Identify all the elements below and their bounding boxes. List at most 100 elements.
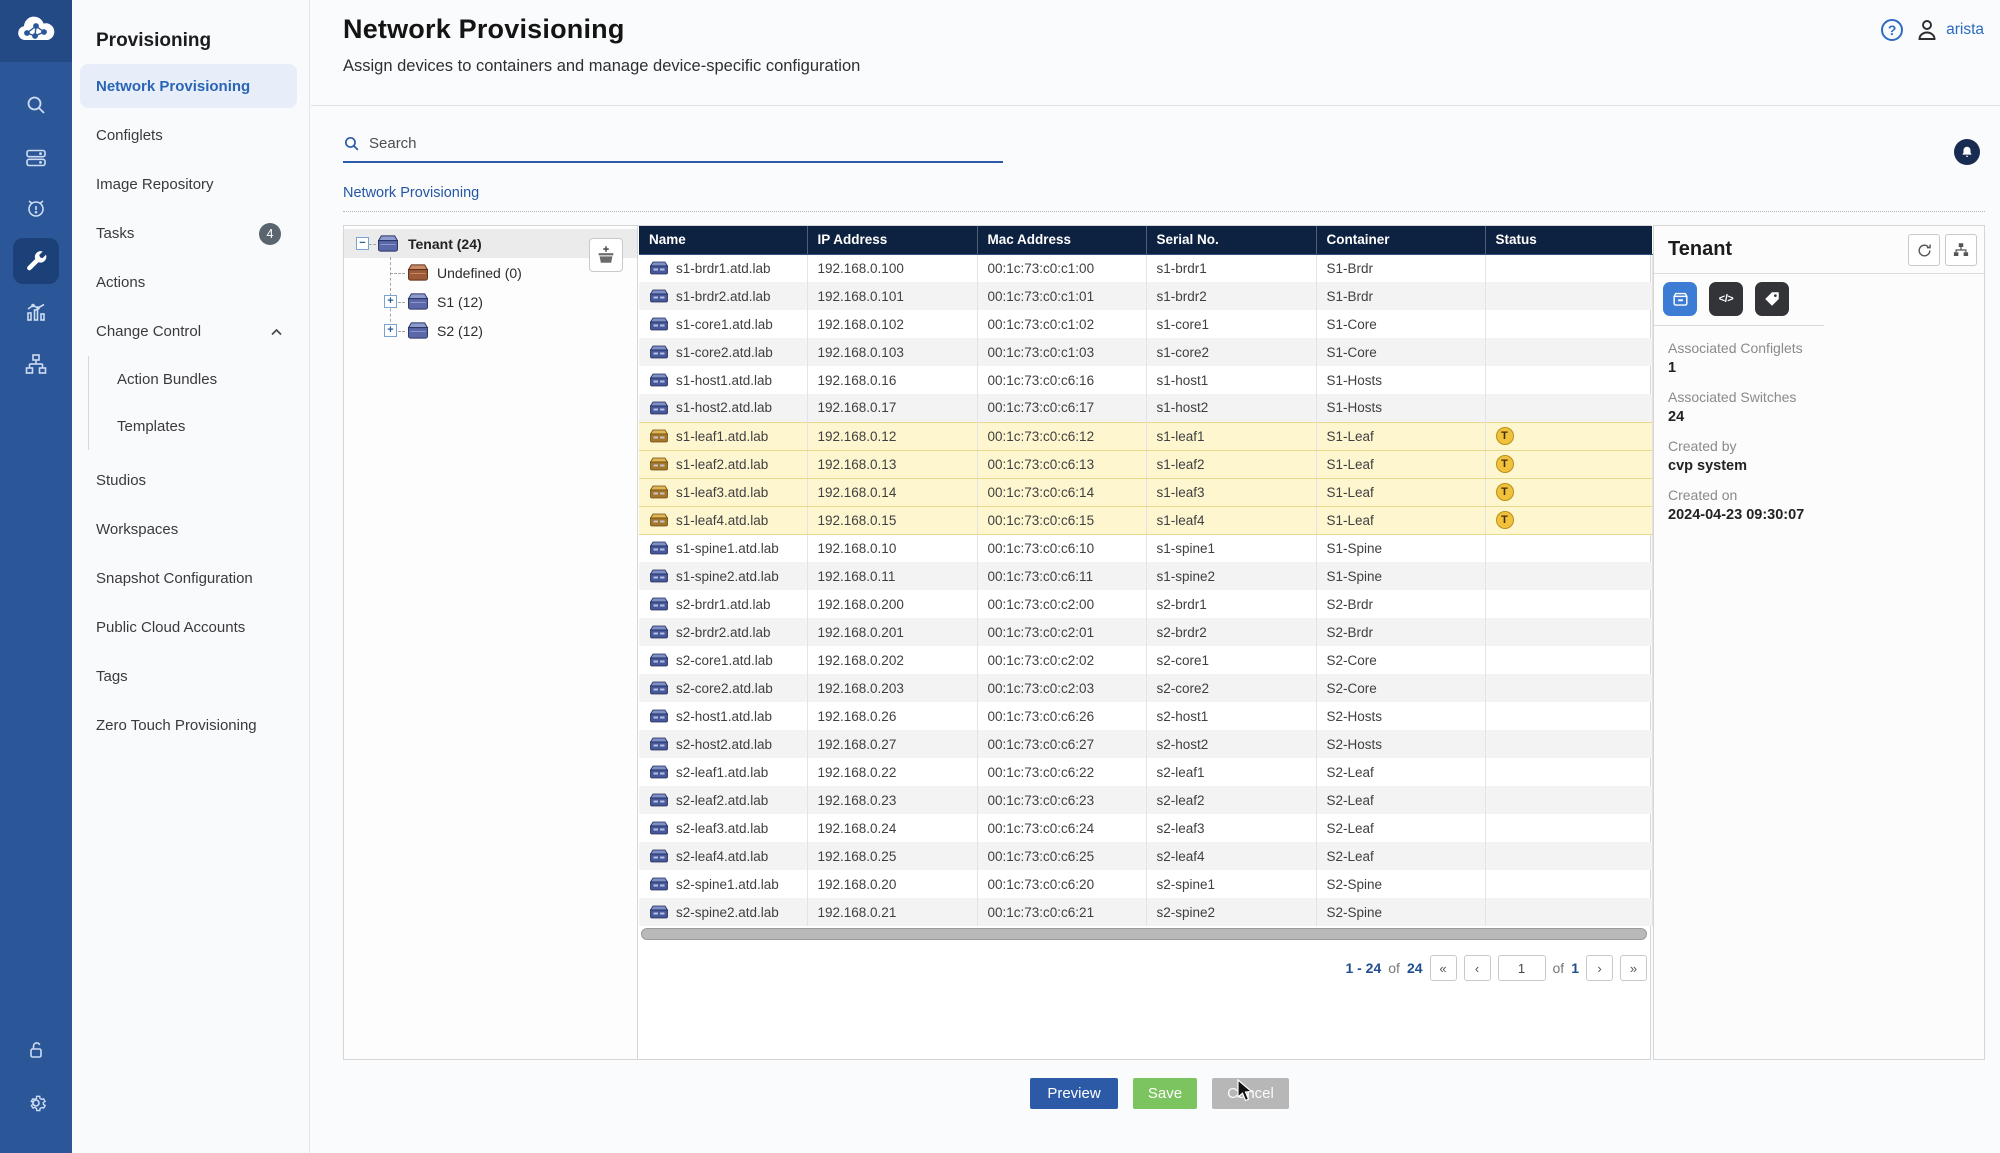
cancel-button[interactable]: Cancel xyxy=(1212,1078,1289,1109)
provisioning-main-panel: − Tenant (24) + Undefined (0) + xyxy=(343,225,1651,1060)
switch-device-icon xyxy=(649,429,669,443)
help-icon[interactable]: ? xyxy=(1881,19,1903,41)
device-row[interactable]: s2-brdr1.atd.lab 192.168.0.200 00:1c:73:… xyxy=(639,590,1652,618)
device-ip: 192.168.0.12 xyxy=(807,422,977,450)
device-table-pane: NameIP AddressMac AddressSerial No.Conta… xyxy=(639,226,1653,926)
lock-open-icon[interactable] xyxy=(21,1035,51,1065)
code-tab[interactable]: </> xyxy=(1709,282,1743,316)
topology-icon[interactable] xyxy=(21,349,51,379)
switch-device-icon xyxy=(649,877,669,891)
field-value: cvp system xyxy=(1668,458,1970,474)
device-row[interactable]: s1-leaf1.atd.lab 192.168.0.12 00:1c:73:c… xyxy=(639,422,1652,450)
device-row[interactable]: s1-leaf3.atd.lab 192.168.0.14 00:1c:73:c… xyxy=(639,478,1652,506)
horizontal-scrollbar[interactable] xyxy=(641,928,1647,940)
sidebar-item-network-provisioning[interactable]: Network Provisioning xyxy=(80,64,297,108)
next-page-button[interactable]: › xyxy=(1586,955,1613,981)
device-row[interactable]: s2-host2.atd.lab 192.168.0.27 00:1c:73:c… xyxy=(639,730,1652,758)
devices-icon[interactable] xyxy=(21,143,51,173)
device-name: s2-spine2.atd.lab xyxy=(676,905,779,920)
device-row[interactable]: s1-brdr1.atd.lab 192.168.0.100 00:1c:73:… xyxy=(639,254,1652,282)
column-header-container[interactable]: Container xyxy=(1316,226,1485,254)
device-row[interactable]: s2-core1.atd.lab 192.168.0.202 00:1c:73:… xyxy=(639,646,1652,674)
column-header-status[interactable]: Status xyxy=(1485,226,1652,254)
tag-tab[interactable] xyxy=(1755,282,1789,316)
column-header-ip-address[interactable]: IP Address xyxy=(807,226,977,254)
task-pending-status-icon[interactable]: T xyxy=(1496,483,1514,501)
tree-node-s2[interactable]: + S2 (12) xyxy=(344,316,637,345)
events-alarm-icon[interactable] xyxy=(21,193,51,223)
sidebar-item-image-repository[interactable]: Image Repository xyxy=(72,160,309,209)
column-header-serial-no[interactable]: Serial No. xyxy=(1146,226,1316,254)
device-row[interactable]: s1-leaf2.atd.lab 192.168.0.13 00:1c:73:c… xyxy=(639,450,1652,478)
device-row[interactable]: s2-core2.atd.lab 192.168.0.203 00:1c:73:… xyxy=(639,674,1652,702)
sidebar-item-actions[interactable]: Actions xyxy=(72,258,309,307)
save-button[interactable]: Save xyxy=(1133,1078,1197,1109)
device-row[interactable]: s1-core2.atd.lab 192.168.0.103 00:1c:73:… xyxy=(639,338,1652,366)
task-pending-status-icon[interactable]: T xyxy=(1496,455,1514,473)
device-name: s1-leaf4.atd.lab xyxy=(676,513,768,528)
device-row[interactable]: s2-leaf4.atd.lab 192.168.0.25 00:1c:73:c… xyxy=(639,842,1652,870)
notification-bell-icon[interactable] xyxy=(1954,139,1980,165)
add-device-button[interactable] xyxy=(589,238,623,272)
column-header-name[interactable]: Name xyxy=(639,226,807,254)
device-mac: 00:1c:73:c0:c6:27 xyxy=(977,730,1146,758)
collapse-icon[interactable]: − xyxy=(356,237,369,250)
sidebar-item-tasks[interactable]: Tasks 4 xyxy=(72,209,309,258)
preview-button[interactable]: Preview xyxy=(1030,1078,1118,1109)
sidebar-item-change-control[interactable]: Change Control xyxy=(72,307,309,356)
device-row[interactable]: s2-spine1.atd.lab 192.168.0.20 00:1c:73:… xyxy=(639,870,1652,898)
device-row[interactable]: s1-core1.atd.lab 192.168.0.102 00:1c:73:… xyxy=(639,310,1652,338)
settings-gear-icon[interactable] xyxy=(21,1088,51,1118)
refresh-button[interactable] xyxy=(1908,234,1940,266)
task-pending-status-icon[interactable]: T xyxy=(1496,511,1514,529)
device-row[interactable]: s1-spine2.atd.lab 192.168.0.11 00:1c:73:… xyxy=(639,562,1652,590)
device-row[interactable]: s1-brdr2.atd.lab 192.168.0.101 00:1c:73:… xyxy=(639,282,1652,310)
task-pending-status-icon[interactable]: T xyxy=(1496,427,1514,445)
sidebar-item-public-cloud-accounts[interactable]: Public Cloud Accounts xyxy=(72,603,309,652)
device-row[interactable]: s1-host2.atd.lab 192.168.0.17 00:1c:73:c… xyxy=(639,394,1652,422)
device-row[interactable]: s2-spine2.atd.lab 192.168.0.21 00:1c:73:… xyxy=(639,898,1652,926)
breadcrumb[interactable]: Network Provisioning xyxy=(343,185,479,201)
device-ip: 192.168.0.20 xyxy=(807,870,977,898)
container-details-panel: Tenant </> Associated Configlets 1 Assoc… xyxy=(1653,225,1985,1060)
arista-cloud-logo[interactable] xyxy=(0,0,72,62)
search-input[interactable] xyxy=(369,135,969,152)
device-row[interactable]: s2-host1.atd.lab 192.168.0.26 00:1c:73:c… xyxy=(639,702,1652,730)
hierarchy-button[interactable] xyxy=(1945,234,1977,266)
sidebar-item-templates[interactable]: Templates xyxy=(72,403,309,450)
device-ip: 192.168.0.103 xyxy=(807,338,977,366)
tree-node-s1[interactable]: + S1 (12) xyxy=(344,287,637,316)
device-row[interactable]: s2-leaf2.atd.lab 192.168.0.23 00:1c:73:c… xyxy=(639,786,1652,814)
expand-icon[interactable]: + xyxy=(384,324,397,337)
last-page-button[interactable]: » xyxy=(1620,955,1647,981)
device-row[interactable]: s2-leaf3.atd.lab 192.168.0.24 00:1c:73:c… xyxy=(639,814,1652,842)
device-row[interactable]: s2-leaf1.atd.lab 192.168.0.22 00:1c:73:c… xyxy=(639,758,1652,786)
sidebar-item-studios[interactable]: Studios xyxy=(72,456,309,505)
sidebar-item-zero-touch-provisioning[interactable]: Zero Touch Provisioning xyxy=(72,701,309,750)
code-icon: </> xyxy=(1719,293,1733,305)
device-serial: s2-host1 xyxy=(1146,702,1316,730)
device-container: S1-Spine xyxy=(1316,534,1485,562)
sidebar-item-action-bundles[interactable]: Action Bundles xyxy=(72,356,309,403)
sidebar-item-snapshot-configuration[interactable]: Snapshot Configuration xyxy=(72,554,309,603)
switch-device-icon xyxy=(649,849,669,863)
column-header-mac-address[interactable]: Mac Address xyxy=(977,226,1146,254)
provisioning-wrench-icon[interactable] xyxy=(21,246,51,276)
metrics-chart-icon[interactable] xyxy=(21,297,51,327)
device-row[interactable]: s1-host1.atd.lab 192.168.0.16 00:1c:73:c… xyxy=(639,366,1652,394)
first-page-button[interactable]: « xyxy=(1430,955,1457,981)
device-row[interactable]: s2-brdr2.atd.lab 192.168.0.201 00:1c:73:… xyxy=(639,618,1652,646)
sidebar-item-workspaces[interactable]: Workspaces xyxy=(72,505,309,554)
user-menu[interactable]: arista xyxy=(1915,17,1984,43)
expand-icon[interactable]: + xyxy=(384,295,397,308)
sidebar-item-label: Tags xyxy=(96,668,128,685)
device-tab[interactable] xyxy=(1663,282,1697,316)
page-number-input[interactable] xyxy=(1498,955,1546,981)
device-mac: 00:1c:73:c0:c2:03 xyxy=(977,674,1146,702)
sidebar-item-tags[interactable]: Tags xyxy=(72,652,309,701)
device-row[interactable]: s1-leaf4.atd.lab 192.168.0.15 00:1c:73:c… xyxy=(639,506,1652,534)
prev-page-button[interactable]: ‹ xyxy=(1464,955,1491,981)
sidebar-item-configlets[interactable]: Configlets xyxy=(72,111,309,160)
device-row[interactable]: s1-spine1.atd.lab 192.168.0.10 00:1c:73:… xyxy=(639,534,1652,562)
search-icon[interactable] xyxy=(21,90,51,120)
